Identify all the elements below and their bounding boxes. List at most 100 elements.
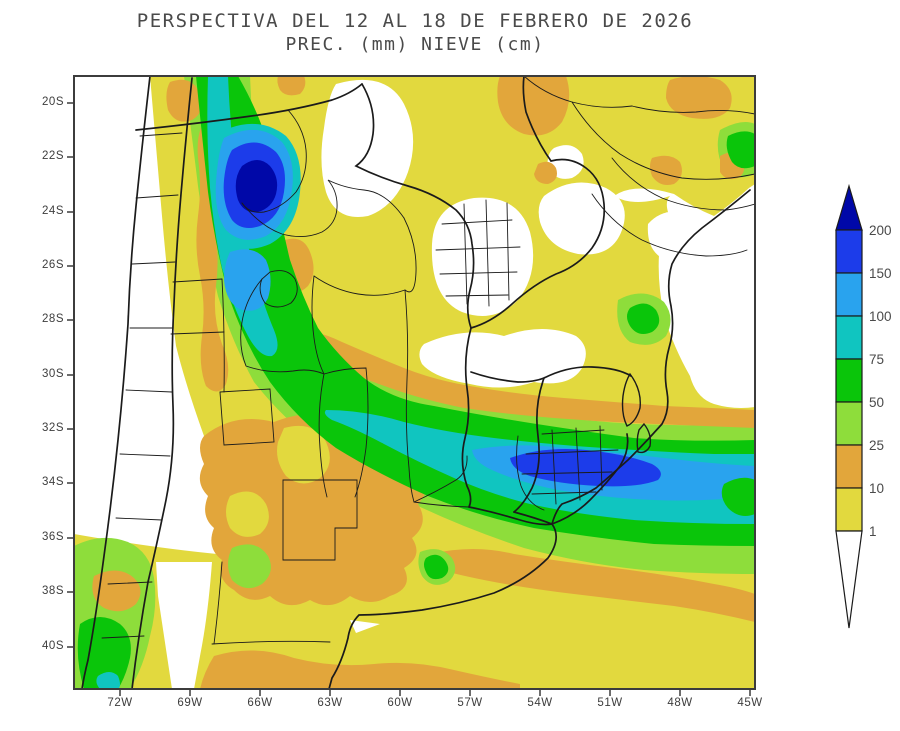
contour-white-neuquen-tongue xyxy=(156,562,212,689)
entre-rios-line xyxy=(413,455,468,503)
chile-region-line xyxy=(107,581,153,585)
contour-orange-top-strip xyxy=(277,76,306,96)
colorbar-label-200: 200 xyxy=(869,223,892,238)
contour-orange-top-center xyxy=(497,76,570,136)
chile-region-line xyxy=(115,517,163,521)
contour-white-estuary xyxy=(350,620,380,633)
colorbar-legend: 200 150 100 75 50 25 10 1 xyxy=(835,183,892,629)
uruguay-dept xyxy=(531,491,597,495)
province-cordoba-east xyxy=(323,367,369,498)
province-borders xyxy=(101,76,755,645)
x-axis-label: 72W xyxy=(107,697,133,709)
x-axis-label: 57W xyxy=(457,697,483,709)
x-axis-tick-marks xyxy=(119,689,751,696)
precipitation-map xyxy=(67,75,756,696)
map-subtitle: PREC. (mm) NIEVE (cm) xyxy=(285,34,545,55)
paraguay-dept xyxy=(441,219,513,225)
colorbar-block-1-10 xyxy=(835,487,863,532)
paraguay-dept xyxy=(439,271,518,275)
brazil-state-line xyxy=(611,157,755,211)
y-axis-label: 20S xyxy=(42,96,64,108)
contour-white-bolivian-chaco xyxy=(321,79,414,218)
x-axis-label: 54W xyxy=(527,697,553,709)
colorbar-label-25: 25 xyxy=(869,438,884,453)
axis-ticks xyxy=(67,102,751,696)
province-lapampa-box xyxy=(282,479,358,561)
colorbar-block-50-75 xyxy=(835,358,863,403)
contour-green-south-chile xyxy=(77,617,131,689)
colorbar-label-100: 100 xyxy=(869,309,892,324)
colorbar-label-50: 50 xyxy=(869,395,884,410)
border-bolivia-north xyxy=(135,83,363,131)
contour-white-central-band xyxy=(419,329,586,388)
contour-lightgreen-pampa-spot xyxy=(228,544,271,589)
lagoa-dos-patos xyxy=(621,372,641,427)
province-santiago xyxy=(311,275,325,375)
province-catamarca xyxy=(240,278,325,375)
y-axis-label: 34S xyxy=(42,476,64,488)
colorbar-arrow-bottom xyxy=(835,530,863,629)
y-axis-label: 40S xyxy=(42,640,64,652)
province-cordoba-west xyxy=(318,373,328,498)
x-axis-label: 51W xyxy=(597,697,623,709)
uruguay-dept xyxy=(521,471,613,475)
y-axis-label: 38S xyxy=(42,585,64,597)
x-axis-label: 48W xyxy=(667,697,693,709)
uruguay-dept xyxy=(525,449,619,455)
province-jujuy xyxy=(241,109,307,213)
colorbar-labels: 200 150 100 75 50 25 10 1 xyxy=(869,223,892,539)
border-bolivia-paraguay xyxy=(354,83,475,329)
paraguay-dept xyxy=(445,294,509,297)
lagoa-mirim xyxy=(636,422,652,454)
contour-navy-nw-core xyxy=(235,160,278,213)
uruguay-dept xyxy=(551,429,557,505)
paraguay-dept xyxy=(485,199,490,307)
y-axis-label: 22S xyxy=(42,150,64,162)
border-parana-river xyxy=(461,327,472,508)
uruguay-dept xyxy=(599,425,603,491)
y-axis-label: 26S xyxy=(42,259,64,271)
contour-cyan-chile-dot xyxy=(96,672,120,689)
paraguay-dept xyxy=(463,203,468,305)
contour-green-ba-spot xyxy=(424,554,449,580)
colorbar-block-75-100 xyxy=(835,315,863,360)
paraguay-dept xyxy=(435,246,521,251)
y-axis-label: 36S xyxy=(42,531,64,543)
province-tucuman xyxy=(259,270,298,308)
contour-orange-nw-top xyxy=(166,79,202,122)
colorbar-block-150-200 xyxy=(835,229,863,274)
y-axis-label: 32S xyxy=(42,422,64,434)
paraguay-dept xyxy=(506,202,510,301)
province-mendoza-line xyxy=(170,331,225,335)
y-axis-tick-marks xyxy=(67,102,74,648)
border-buenosaires-coast xyxy=(328,506,557,689)
brazil-state-line xyxy=(631,105,755,115)
contour-green-main-band xyxy=(196,76,755,546)
colorbar-label-10: 10 xyxy=(869,481,884,496)
y-axis-label: 30S xyxy=(42,368,64,380)
border-uruguay-north xyxy=(543,366,632,379)
colorbar-block-25-50 xyxy=(835,401,863,446)
province-sanjuan-line xyxy=(172,278,223,283)
contour-lightblue-nw-tongue xyxy=(224,249,271,311)
chile-region-line xyxy=(125,389,173,393)
chile-region-line xyxy=(119,453,171,457)
province-neuquen-line xyxy=(213,561,223,645)
brazil-state-line xyxy=(591,193,748,257)
contour-orange-se-band xyxy=(427,549,755,622)
province-sanluis-box xyxy=(219,388,275,446)
border-misiones-brazil xyxy=(470,76,606,329)
map-frame-group xyxy=(67,75,756,696)
province-santafe xyxy=(404,289,470,508)
contour-yellow-gap-pampa-b xyxy=(226,491,269,537)
border-uruguay-coast xyxy=(513,433,629,525)
colorbar-blocks xyxy=(835,183,863,629)
province-rionegro-line xyxy=(211,640,331,645)
map-frame xyxy=(73,75,756,690)
contour-green-se-spot xyxy=(721,477,755,516)
uruguay-dept-west xyxy=(516,435,545,511)
x-axis-label: 45W xyxy=(737,697,763,709)
brazil-state-line xyxy=(571,101,755,180)
contour-orange-dot xyxy=(534,161,557,184)
